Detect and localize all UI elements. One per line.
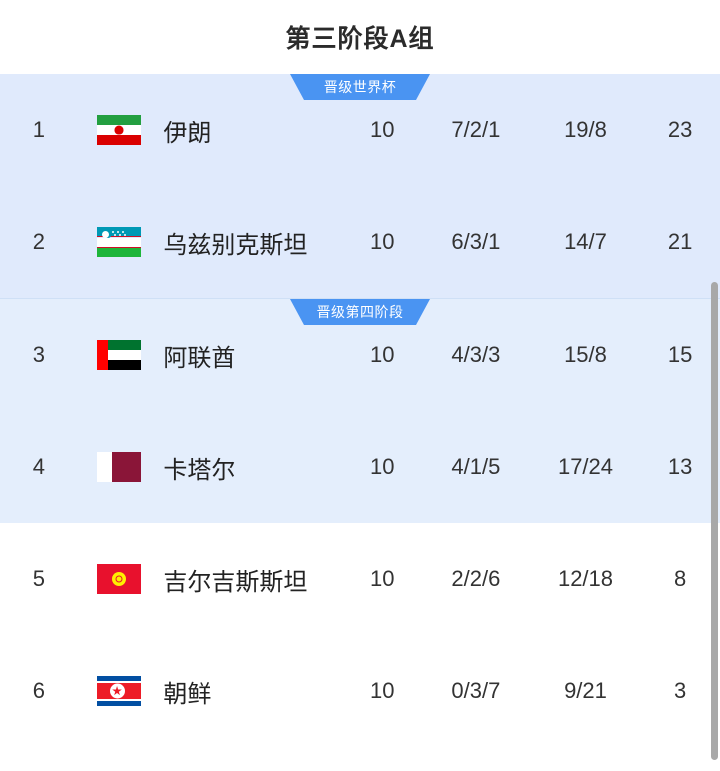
row-goals: 9/21 (564, 678, 607, 703)
row-team-name: 乌兹别克斯坦 (163, 231, 308, 259)
row-win-draw-loss: 2/2/6 (451, 566, 501, 591)
flag-uzbekistan-icon (96, 227, 141, 257)
row-goals: 12/18 (557, 566, 614, 591)
flag-north-korea-icon (96, 676, 141, 706)
row-points: 3 (674, 678, 687, 703)
row-points: 23 (667, 117, 693, 142)
scrollbar-thumb[interactable] (711, 282, 718, 760)
table-row[interactable]: 4 卡塔尔 10 4/1/5 17/24 13 (0, 411, 720, 523)
flag-cell (78, 227, 160, 257)
row-team-name: 阿联酋 (163, 344, 236, 372)
row-played: 10 (370, 678, 395, 703)
flag-cell (78, 564, 160, 594)
row-played: 10 (370, 454, 395, 479)
row-points: 15 (667, 342, 693, 367)
row-team-name: 卡塔尔 (163, 456, 236, 484)
row-rank: 5 (32, 566, 45, 591)
zone-eliminated: 5 吉尔吉斯斯坦 10 2/2/6 12/18 8 6 朝鲜 10 (0, 523, 720, 747)
row-win-draw-loss: 4/3/3 (451, 342, 501, 367)
standings-table: 晋级世界杯 1 伊朗 10 7/2/1 19/8 23 2 (0, 74, 720, 747)
flag-cell (78, 340, 160, 370)
page-header: 第三阶段A组 (0, 0, 720, 74)
table-row[interactable]: 6 朝鲜 10 0/3/7 9/21 3 (0, 635, 720, 747)
flag-uae-icon (96, 340, 141, 370)
row-played: 10 (370, 566, 395, 591)
row-played: 10 (370, 342, 395, 367)
row-points: 8 (674, 566, 687, 591)
zone-world-cup-qualified: 晋级世界杯 1 伊朗 10 7/2/1 19/8 23 2 (0, 74, 720, 298)
flag-iran-icon (96, 115, 141, 145)
row-goals: 19/8 (564, 117, 607, 142)
row-played: 10 (370, 117, 395, 142)
table-row[interactable]: 3 阿联酋 10 4/3/3 15/8 15 (0, 299, 720, 411)
table-row[interactable]: 5 吉尔吉斯斯坦 10 2/2/6 12/18 8 (0, 523, 720, 635)
row-win-draw-loss: 0/3/7 (451, 678, 501, 703)
row-played: 10 (370, 229, 395, 254)
table-row[interactable]: 2 乌兹别克斯坦 10 6/3/1 14/7 21 (0, 186, 720, 298)
page-title: 第三阶段A组 (285, 25, 435, 53)
flag-qatar-icon (96, 452, 141, 482)
row-rank: 1 (32, 117, 45, 142)
flag-cell (78, 115, 160, 145)
row-team-name: 吉尔吉斯斯坦 (163, 568, 308, 596)
row-team-name: 伊朗 (163, 119, 212, 147)
row-goals: 17/24 (557, 454, 614, 479)
flag-kyrgyzstan-icon (96, 564, 141, 594)
row-goals: 14/7 (564, 229, 607, 254)
row-rank: 6 (32, 678, 45, 703)
row-win-draw-loss: 6/3/1 (451, 229, 501, 254)
row-win-draw-loss: 4/1/5 (451, 454, 501, 479)
row-points: 13 (667, 454, 693, 479)
row-win-draw-loss: 7/2/1 (451, 117, 501, 142)
row-goals: 15/8 (564, 342, 607, 367)
table-row[interactable]: 1 伊朗 10 7/2/1 19/8 23 (0, 74, 720, 186)
row-points: 21 (667, 229, 693, 254)
flag-cell (78, 452, 160, 482)
row-rank: 2 (32, 229, 45, 254)
row-rank: 4 (32, 454, 45, 479)
zone-banner-fourth-round: 晋级第四阶段 (290, 299, 430, 325)
row-rank: 3 (32, 342, 45, 367)
zone-fourth-round-qualified: 晋级第四阶段 3 阿联酋 10 4/3/3 15/8 15 4 卡塔尔 (0, 298, 720, 523)
flag-cell (78, 676, 160, 706)
vertical-scrollbar[interactable] (710, 0, 720, 771)
row-team-name: 朝鲜 (163, 680, 212, 708)
zone-banner-world-cup: 晋级世界杯 (290, 74, 430, 100)
